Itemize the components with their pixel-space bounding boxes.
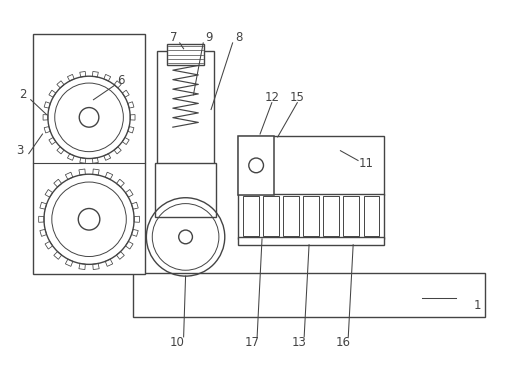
Text: 12: 12 <box>265 91 279 104</box>
Text: 3: 3 <box>16 144 24 157</box>
Bar <box>157 51 214 215</box>
Bar <box>133 273 485 317</box>
Text: 1: 1 <box>474 299 481 312</box>
Bar <box>284 196 299 236</box>
Bar <box>244 196 258 236</box>
Bar <box>238 194 383 239</box>
Text: 13: 13 <box>292 336 307 349</box>
Bar <box>304 196 319 236</box>
Bar <box>238 136 383 195</box>
Text: 8: 8 <box>235 32 242 45</box>
Bar <box>238 136 274 195</box>
Bar <box>167 44 204 66</box>
Text: 10: 10 <box>169 336 184 349</box>
Text: 15: 15 <box>290 91 305 104</box>
Text: 16: 16 <box>336 336 351 349</box>
Text: 7: 7 <box>170 32 178 45</box>
Text: 9: 9 <box>205 32 213 45</box>
Text: 11: 11 <box>358 157 373 170</box>
Bar <box>323 196 339 236</box>
Text: 6: 6 <box>117 74 125 86</box>
Text: 17: 17 <box>245 336 260 349</box>
Bar <box>264 196 279 236</box>
Bar <box>343 196 359 236</box>
Bar <box>155 163 216 217</box>
Bar <box>33 34 145 274</box>
Bar <box>363 196 379 236</box>
Bar <box>238 237 383 245</box>
Text: 2: 2 <box>19 88 27 101</box>
